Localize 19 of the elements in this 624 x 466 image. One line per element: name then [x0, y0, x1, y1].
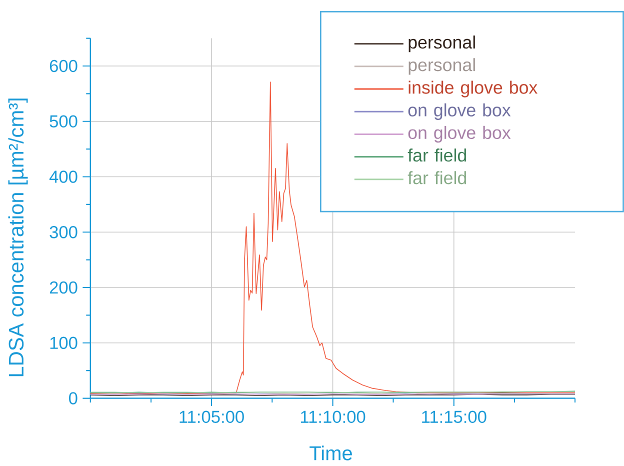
y-axis-title: LDSA concentration [µm²/cm³] [8, 98, 28, 376]
legend-label: on glove box [408, 103, 511, 120]
x-tick-label: 11:10:00 [301, 410, 366, 423]
legend-label: far field [408, 148, 466, 162]
legend-label: inside glove box [408, 80, 538, 98]
y-tick-label: 0 [68, 392, 78, 404]
y-tick-label: 300 [50, 226, 78, 238]
legend-label: personal [408, 58, 475, 75]
y-tick-label: 100 [50, 336, 78, 350]
legend-label: on glove box [408, 126, 511, 143]
y-tick-label: 500 [50, 115, 78, 128]
x-tick-label: 11:05:00 [180, 410, 244, 423]
x-axis-title: Time [310, 446, 352, 460]
y-tick-label: 200 [50, 281, 78, 294]
x-tick-label: 11:15:00 [422, 410, 486, 423]
y-tick-label: 600 [50, 60, 78, 72]
legend-label: personal [408, 36, 475, 52]
legend-label: far field [408, 171, 466, 184]
y-tick-label: 400 [49, 170, 78, 183]
